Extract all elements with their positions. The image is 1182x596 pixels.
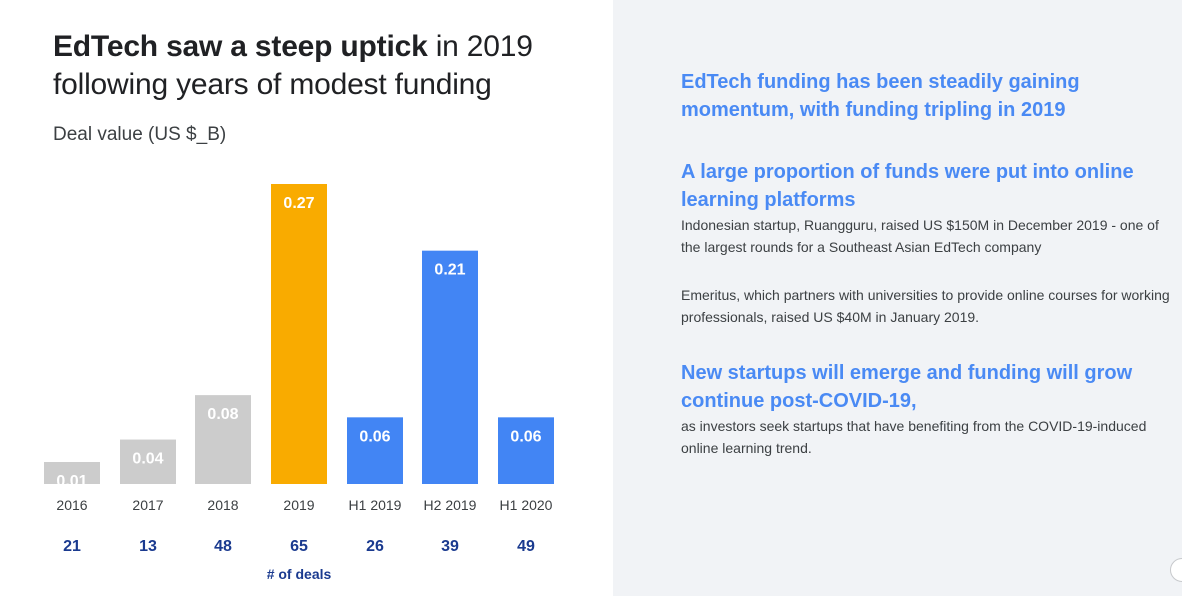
x-tick-label: H2 2019 xyxy=(424,497,477,513)
bar-value-label: 0.08 xyxy=(207,406,238,423)
bar-value-label: 0.01 xyxy=(56,473,87,490)
bar-value-label: 0.21 xyxy=(434,262,465,279)
deal-count-label: 48 xyxy=(214,538,232,555)
insight-body-emeritus: Emeritus, which partners with universiti… xyxy=(681,287,1170,325)
bar-2019 xyxy=(271,184,327,484)
bar-value-label: 0.06 xyxy=(359,428,390,445)
insights-panel: EdTech funding has been steadily gaining… xyxy=(613,0,1182,596)
deal-count-label: 13 xyxy=(139,538,157,555)
x-tick-label: 2019 xyxy=(283,497,314,513)
chart-title: EdTech saw a steep uptick in 2019 follow… xyxy=(53,28,593,104)
x-tick-label: 2018 xyxy=(207,497,238,513)
chart-title-bold: EdTech saw a steep uptick xyxy=(53,30,428,63)
insight-online-platforms: A large proportion of funds were put int… xyxy=(681,158,1171,328)
bar-chart: 0.01 2016 21 0.04 2017 13 0.08 2018 48 0.27 2019 65… xyxy=(44,184,554,582)
bar-h2-2019 xyxy=(422,250,478,484)
deal-count-label: 49 xyxy=(517,538,535,555)
bar-value-label: 0.06 xyxy=(510,428,541,445)
corner-circle-button[interactable] xyxy=(1170,558,1182,582)
insight-heading: New startups will emerge and funding wil… xyxy=(681,362,1133,412)
deal-count-label: 21 xyxy=(63,538,81,555)
deal-count-label: 26 xyxy=(366,538,384,555)
deal-count-label: 39 xyxy=(441,538,459,555)
insight-body-ruangguru: Indonesian startup, Ruangguru, raised US… xyxy=(681,217,1159,255)
insight-heading: A large proportion of funds were put int… xyxy=(681,161,1134,211)
deals-caption: # of deals xyxy=(267,566,332,582)
bar-value-label: 0.04 xyxy=(132,451,163,468)
bar-h1-2020 xyxy=(498,417,554,484)
deal-count-label: 65 xyxy=(290,538,308,555)
insight-post-covid: New startups will emerge and funding wil… xyxy=(681,359,1171,459)
insight-body-investors: as investors seek startups that have ben… xyxy=(681,418,1147,456)
chart-panel: EdTech saw a steep uptick in 2019 follow… xyxy=(44,28,593,582)
insight-funding-momentum: EdTech funding has been steadily gaining… xyxy=(681,68,1171,124)
bar-value-label: 0.27 xyxy=(283,195,314,212)
x-tick-label: H1 2019 xyxy=(349,497,402,513)
y-axis-label: Deal value (US $_B) xyxy=(53,124,227,145)
x-tick-label: 2016 xyxy=(56,497,87,513)
bar-h1-2019 xyxy=(347,417,403,484)
bar-2017 xyxy=(120,439,176,484)
x-tick-label: H1 2020 xyxy=(500,497,553,513)
bar-2018 xyxy=(195,395,251,484)
chart-title-rest: in 2019 following years of modest fundin… xyxy=(53,30,533,101)
insight-heading: EdTech funding has been steadily gaining… xyxy=(681,71,1080,121)
x-tick-label: 2017 xyxy=(132,497,163,513)
bar-2016 xyxy=(44,462,100,484)
